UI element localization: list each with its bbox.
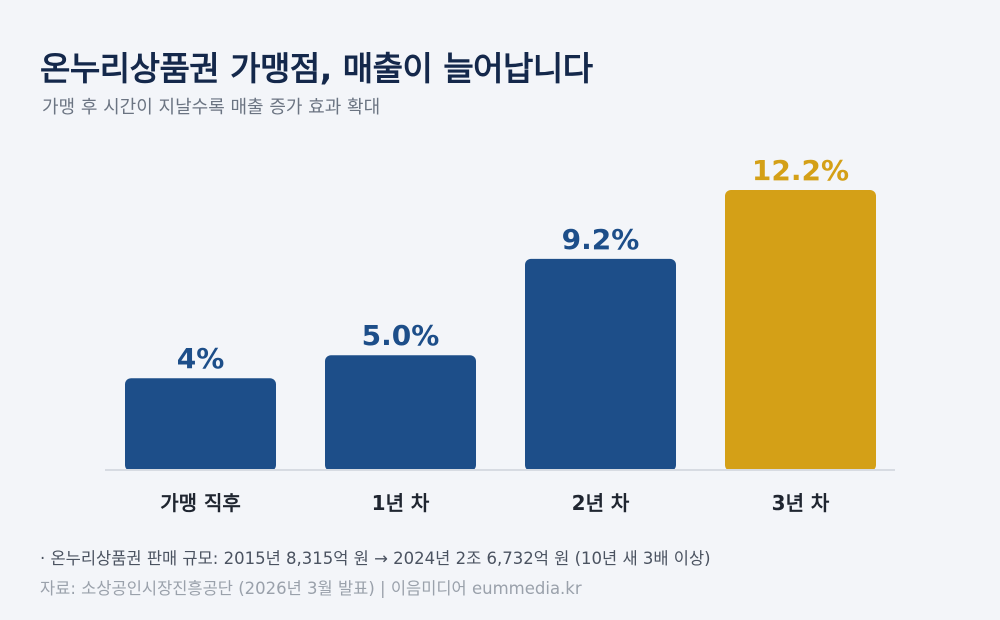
category-label: 2년 차 bbox=[572, 491, 630, 515]
bar-value-label: 9.2% bbox=[562, 223, 640, 256]
category-label: 3년 차 bbox=[772, 491, 830, 515]
bar-value-label: 4% bbox=[177, 342, 225, 375]
category-label: 1년 차 bbox=[372, 491, 430, 515]
chart-title: 온누리상품권 가맹점, 매출이 늘어납니다 bbox=[40, 49, 593, 88]
bar-value-label: 5.0% bbox=[362, 319, 440, 352]
bar-2 bbox=[325, 355, 476, 471]
bar-1 bbox=[125, 378, 276, 471]
chart-subtitle: 가맹 후 시간이 지날수록 매출 증가 효과 확대 bbox=[42, 97, 381, 118]
bar-3 bbox=[525, 258, 676, 471]
footer-note: · 온누리상품권 판매 규모: 2015년 8,315억 원 → 2024년 2… bbox=[40, 549, 711, 568]
category-label: 가맹 직후 bbox=[160, 491, 241, 515]
bar-value-label: 12.2% bbox=[752, 154, 849, 187]
source-credit: 자료: 소상공인시장진흥공단 (2026년 3월 발표) | 이음미디어 eum… bbox=[40, 579, 582, 598]
bar-4 bbox=[725, 190, 876, 471]
